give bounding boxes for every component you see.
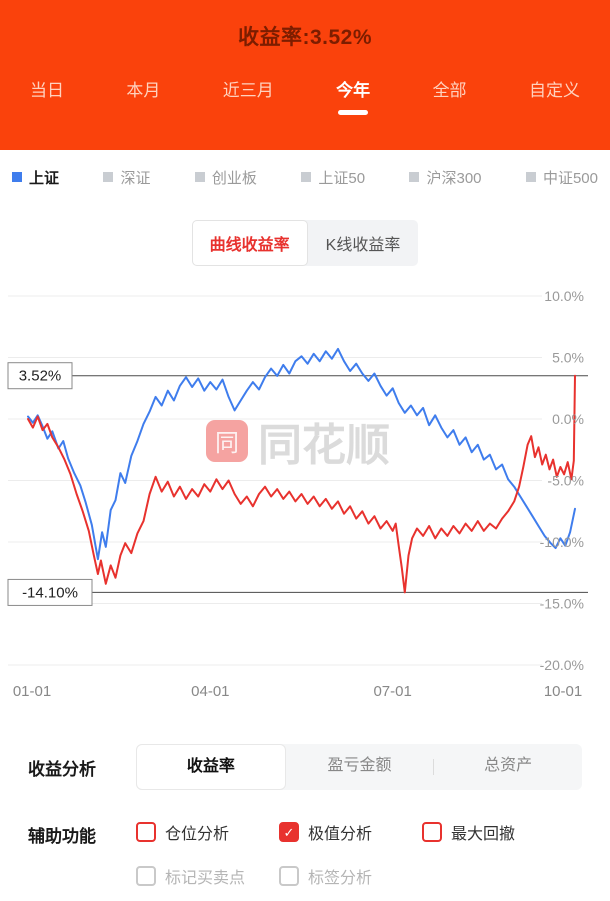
svg-text:07-01: 07-01 xyxy=(373,683,411,700)
toggle-kline-returns[interactable]: K线收益率 xyxy=(308,220,419,266)
aux-section: 辅助功能 仓位分析 ✓ 极值分析 最大回撤 标记买卖点 xyxy=(0,820,610,888)
tab-label: 本月 xyxy=(126,81,161,100)
tab-label: 全部 xyxy=(432,81,467,100)
legend-label: 中证500 xyxy=(542,169,598,187)
tab-this-year[interactable]: 今年 xyxy=(336,76,370,125)
page-title: 收益率:3.52% xyxy=(237,26,373,49)
svg-text:-20.0%: -20.0% xyxy=(540,657,584,673)
legend-item-shenzhen[interactable]: 深证 xyxy=(103,167,150,188)
legend-label: 上证 xyxy=(29,169,60,187)
tab-this-month[interactable]: 本月 xyxy=(126,76,160,125)
legend-swatch-blue xyxy=(12,172,22,182)
aux-section-label: 辅助功能 xyxy=(28,827,96,846)
svg-text:-10.0%: -10.0% xyxy=(540,534,584,550)
returns-chart: 同同花顺 3.52% -14.10% 10.0% 5.0% 0.0% -5.0% -10.0%… xyxy=(0,274,610,704)
checkbox-label: 最大回撤 xyxy=(451,826,516,843)
svg-text:同花顺: 同花顺 xyxy=(258,421,390,470)
tab-current-day[interactable]: 当日 xyxy=(30,76,64,125)
legend-item-sse50[interactable]: 上证50 xyxy=(301,167,365,188)
aux-row-1: 仓位分析 ✓ 极值分析 最大回撤 xyxy=(136,820,565,844)
legend-swatch-gray xyxy=(194,172,205,182)
analysis-section-label: 收益分析 xyxy=(28,759,96,779)
checkbox-extreme-value-analysis[interactable]: ✓ 极值分析 xyxy=(279,820,422,844)
tab-all[interactable]: 全部 xyxy=(433,76,467,125)
aux-row-2: 标记买卖点 标签分析 xyxy=(136,864,565,888)
tab-total-assets[interactable]: 总资产 xyxy=(484,757,533,774)
legend-label: 深证 xyxy=(120,169,151,187)
svg-text:04-01: 04-01 xyxy=(191,683,229,700)
svg-text:01-01: 01-01 xyxy=(13,683,51,700)
tab-profit-amount[interactable]: 盈亏金额 xyxy=(327,757,392,774)
tab-last-3-months[interactable]: 近三月 xyxy=(223,76,274,125)
active-tab-indicator xyxy=(338,110,369,115)
legend-item-csi500[interactable]: 中证500 xyxy=(525,167,598,188)
legend-label: 沪深300 xyxy=(426,169,482,187)
checkbox-max-drawdown[interactable]: 最大回撤 xyxy=(422,820,565,844)
tab-label: 自定义 xyxy=(528,81,580,100)
analysis-tabs: 收益率 盈亏金额 总资产 xyxy=(136,744,582,790)
legend-label: 上证50 xyxy=(318,169,366,187)
legend-item-csi300[interactable]: 沪深300 xyxy=(409,167,482,188)
legend-item-shanghai[interactable]: 上证 xyxy=(12,167,59,188)
legend-swatch-gray xyxy=(409,172,420,182)
checkbox-unchecked-icon xyxy=(136,866,156,886)
header: 收益率:3.52% 当日 本月 近三月 今年 全部 自定义 xyxy=(0,0,610,150)
checkbox-label: 极值分析 xyxy=(308,826,373,843)
toggle-curve-returns[interactable]: 曲线收益率 xyxy=(191,220,308,266)
tab-label: 近三月 xyxy=(222,81,274,100)
tab-label: 今年 xyxy=(336,81,371,100)
checkbox-position-analysis[interactable]: 仓位分析 xyxy=(136,820,279,844)
chart-canvas: 同同花顺 3.52% -14.10% 10.0% 5.0% 0.0% -5.0% -10.0%… xyxy=(7,288,588,700)
checkbox-mark-trade-points[interactable]: 标记买卖点 xyxy=(136,864,279,888)
index-legend: 上证 深证 创业板 上证50 沪深300 中证500 xyxy=(0,150,610,204)
svg-text:3.52%: 3.52% xyxy=(19,368,62,385)
svg-text:同: 同 xyxy=(215,430,239,457)
checkbox-unchecked-icon xyxy=(279,866,299,886)
legend-swatch-gray xyxy=(525,172,536,182)
tab-returns-rate[interactable]: 收益率 xyxy=(136,744,286,790)
legend-swatch-gray xyxy=(103,172,114,182)
svg-text:10.0%: 10.0% xyxy=(544,288,584,304)
chart-type-toggle: 曲线收益率 K线收益率 xyxy=(191,220,419,266)
period-tabs: 当日 本月 近三月 今年 全部 自定义 xyxy=(0,76,610,125)
chart-type-toggle-row: 曲线收益率 K线收益率 xyxy=(0,220,610,266)
checkbox-unchecked-icon xyxy=(136,822,156,842)
tab-label: 当日 xyxy=(30,81,64,100)
svg-text:0.0%: 0.0% xyxy=(552,411,584,427)
analysis-section: 收益分析 收益率 盈亏金额 总资产 xyxy=(0,744,610,790)
legend-label: 创业板 xyxy=(211,169,257,187)
tab-custom[interactable]: 自定义 xyxy=(529,76,580,125)
svg-text:10-01: 10-01 xyxy=(544,683,582,700)
aux-options: 仓位分析 ✓ 极值分析 最大回撤 标记买卖点 标签分析 xyxy=(136,820,565,888)
checkbox-label: 标记买卖点 xyxy=(165,870,246,887)
svg-text:5.0%: 5.0% xyxy=(552,350,584,366)
checkbox-unchecked-icon xyxy=(422,822,442,842)
checkbox-label: 仓位分析 xyxy=(165,826,230,843)
legend-item-chinext[interactable]: 创业板 xyxy=(194,167,257,188)
checkbox-label: 标签分析 xyxy=(308,870,373,887)
svg-text:-15.0%: -15.0% xyxy=(540,596,584,612)
legend-swatch-gray xyxy=(301,172,312,182)
checkbox-tag-analysis[interactable]: 标签分析 xyxy=(279,864,422,888)
svg-text:-14.10%: -14.10% xyxy=(22,584,78,601)
checkbox-checked-icon: ✓ xyxy=(279,822,299,842)
svg-text:-5.0%: -5.0% xyxy=(547,473,584,489)
segment-divider xyxy=(433,759,435,775)
